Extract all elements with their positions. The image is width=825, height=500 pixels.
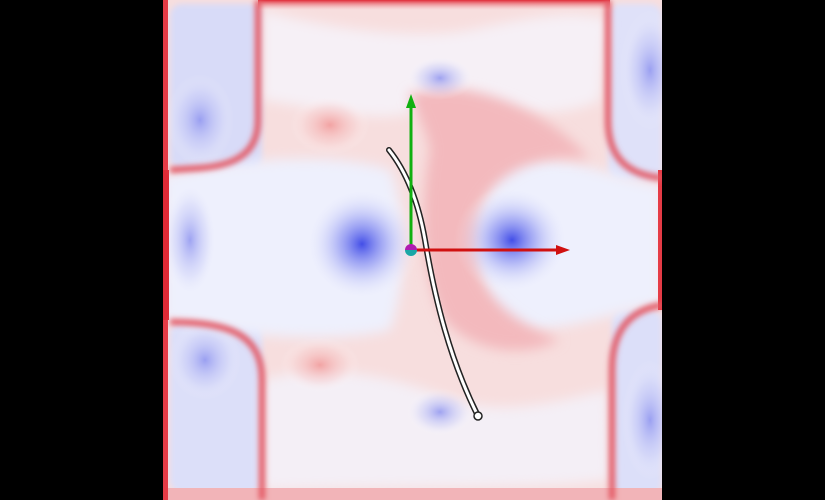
axes-gizmo[interactable] [405,94,570,256]
boundary-right-top [658,170,662,310]
vortex-corner-br [622,360,662,480]
vortex-mid-left [163,180,218,300]
boundary-top [258,0,610,10]
boundary-left-mid [163,170,169,320]
y-axis-arrow-icon[interactable] [406,94,416,108]
wall-top-left [169,0,261,173]
vortex-corner-tl [166,74,234,166]
vortex-top [406,56,474,100]
vortex-corner-tr [620,10,662,130]
vorticity-field [163,0,662,500]
red-patch-bottom [280,337,360,393]
filament-curve[interactable] [386,147,483,421]
filament-body [387,148,480,418]
wall-bottom-left [169,319,265,500]
x-axis-arrow-icon[interactable] [556,245,570,255]
vortex-corner-bl [169,320,241,400]
origin-handle-icon[interactable] [405,244,417,256]
red-swirl [408,88,590,351]
wall-top-right [605,0,662,181]
boundary-bottom [163,488,662,500]
vortex-core-left [304,186,420,302]
circle-handle-icon[interactable] [473,411,483,421]
vortex-core-right [454,185,570,295]
wall-bottom-right [609,302,662,500]
red-patch-top [290,95,370,155]
vortex-bottom [406,388,474,436]
